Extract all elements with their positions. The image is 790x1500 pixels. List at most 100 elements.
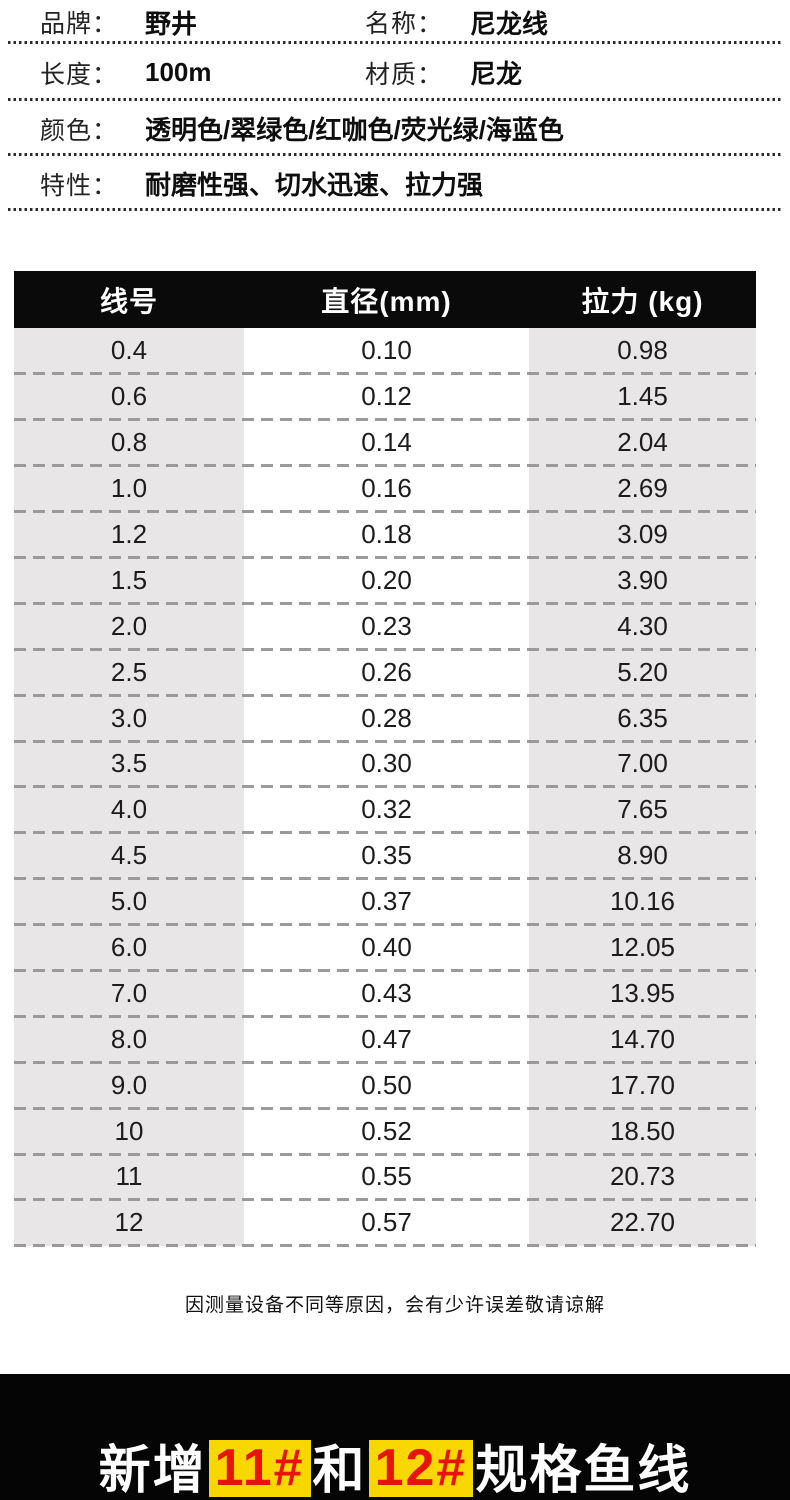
strength-cell: 2.69 [529,465,756,512]
diameter-cell: 0.37 [244,878,529,925]
table-header: 线号 直径(mm) 拉力 (kg) [14,271,756,328]
line-number-cell: 8.0 [14,1016,244,1063]
table-row: 0.4 0.10 0.98 [14,328,756,376]
spec-row-features: 特性： 耐磨性强、切水迅速、拉力强 [0,156,790,211]
line-number-cell: 0.6 [14,373,244,420]
color-label: 颜色： [40,116,119,145]
diameter-cell: 0.50 [244,1062,529,1109]
spec-length: 长度： 100m [0,55,365,91]
banner-highlight-12: 12# [368,1440,474,1497]
line-number-cell: 0.4 [14,328,244,374]
banner-highlight-11: 11# [208,1440,311,1497]
diameter-cell: 0.14 [244,419,529,466]
spec-color: 颜色： 透明色/翠绿色/红咖色/荧光绿/海蓝色 [0,110,564,147]
diameter-cell: 0.52 [244,1108,529,1155]
table-row: 6.0 0.40 12.05 [14,924,756,972]
header-strength: 拉力 (kg) [581,285,704,317]
strength-cell: 8.90 [529,832,756,879]
spec-table: 线号 直径(mm) 拉力 (kg) 0.4 0.10 0.98 0.6 0.12 1.45… [14,271,756,1248]
line-number-cell: 9.0 [14,1062,244,1109]
strength-cell: 3.90 [529,557,756,604]
table-row: 0.6 0.12 1.45 [14,373,756,422]
table-row: 1.0 0.16 2.69 [14,465,756,513]
diameter-cell: 0.28 [244,695,529,742]
diameter-cell: 0.35 [244,832,529,879]
table-row: 7.0 0.43 13.95 [14,970,756,1018]
strength-cell: 6.35 [529,695,756,742]
diameter-cell: 0.20 [244,557,529,604]
length-label: 长度： [40,60,119,89]
diameter-cell: 0.55 [244,1154,529,1200]
banner-prefix: 新增 [98,1442,207,1500]
strength-cell: 14.70 [529,1016,756,1063]
line-number-cell: 0.8 [14,419,244,466]
spec-material: 材质： 尼龙 [365,54,790,91]
spec-brand: 品牌： 野井 [0,4,365,41]
table-row: 3.5 0.30 7.00 [14,741,756,789]
spec-name: 名称： 尼龙线 [365,4,790,41]
strength-cell: 0.98 [529,328,756,374]
line-number-cell: 7.0 [14,970,244,1017]
brand-label: 品牌： [40,10,119,38]
brand-value: 野井 [145,8,198,39]
line-number-cell: 2.0 [14,603,244,650]
bottom-banner: 新增 11# 和 12# 规格鱼线 [0,1374,790,1500]
spec-features: 特性： 耐磨性强、切水迅速、拉力强 [0,165,483,202]
spec-row-brand-name: 品牌： 野井 名称： 尼龙线 [0,0,790,44]
diameter-cell: 0.18 [244,511,529,558]
disclaimer-text: 因测量设备不同等原因，会有少许误差敬请谅解 [184,1294,605,1316]
diameter-cell: 0.40 [244,924,529,971]
table-row: 10 0.52 18.50 [14,1108,756,1156]
length-value: 100m [145,57,212,87]
strength-cell: 10.16 [529,878,756,925]
diameter-cell: 0.43 [244,970,529,1017]
strength-cell: 17.70 [529,1062,756,1109]
spec-row-color: 颜色： 透明色/翠绿色/红咖色/荧光绿/海蓝色 [0,101,790,156]
table-row: 4.0 0.32 7.65 [14,786,756,835]
color-value: 透明色/翠绿色/红咖色/荧光绿/海蓝色 [145,115,564,145]
banner-suffix: 规格鱼线 [475,1442,692,1500]
line-number-cell: 3.0 [14,695,244,742]
table-row: 5.0 0.37 10.16 [14,878,756,926]
table-row: 3.0 0.28 6.35 [14,695,756,743]
table-row: 1.2 0.18 3.09 [14,511,756,559]
line-number-cell: 3.5 [14,741,244,787]
line-number-cell: 4.5 [14,832,244,879]
header-line-number: 线号 [99,285,158,317]
line-number-cell: 2.5 [14,649,244,696]
table-row: 0.8 0.14 2.04 [14,419,756,468]
diameter-cell: 0.16 [244,465,529,512]
table-row: 2.0 0.23 4.30 [14,603,756,651]
name-label: 名称： [365,10,444,38]
strength-cell: 3.09 [529,511,756,558]
strength-cell: 7.00 [529,741,756,787]
diameter-cell: 0.10 [244,328,529,374]
strength-cell: 12.05 [529,924,756,971]
table-row: 11 0.55 20.73 [14,1154,756,1202]
table-row: 8.0 0.47 14.70 [14,1016,756,1064]
strength-cell: 2.04 [529,419,756,466]
strength-cell: 13.95 [529,970,756,1017]
banner-middle: 和 [312,1442,367,1500]
line-number-cell: 6.0 [14,924,244,971]
diameter-cell: 0.23 [244,603,529,650]
table-row: 2.5 0.26 5.20 [14,649,756,697]
features-value: 耐磨性强、切水迅速、拉力强 [145,170,484,200]
table-row: 4.5 0.35 8.90 [14,832,756,881]
table-row: 12 0.57 22.70 [14,1199,756,1248]
diameter-cell: 0.26 [244,649,529,696]
spec-table-body: 0.4 0.10 0.98 0.6 0.12 1.45 0.8 0.14 2.04 1.0 0.16… [14,328,756,1248]
diameter-cell: 0.47 [244,1016,529,1063]
line-number-cell: 4.0 [14,786,244,833]
banner-text: 新增 11# 和 12# 规格鱼线 [99,1440,692,1497]
line-number-cell: 1.5 [14,557,244,604]
diameter-cell: 0.32 [244,786,529,833]
table-row: 9.0 0.50 17.70 [14,1062,756,1110]
spec-section: 品牌： 野井 名称： 尼龙线 长度： 100m 材质： 尼龙 颜色： 透明色/翠… [0,0,790,211]
line-number-cell: 11 [14,1154,244,1200]
table-row: 1.5 0.20 3.90 [14,557,756,605]
spec-row-length-material: 长度： 100m 材质： 尼龙 [0,44,790,101]
line-number-cell: 1.0 [14,465,244,512]
header-diameter: 直径(mm) [321,285,452,317]
